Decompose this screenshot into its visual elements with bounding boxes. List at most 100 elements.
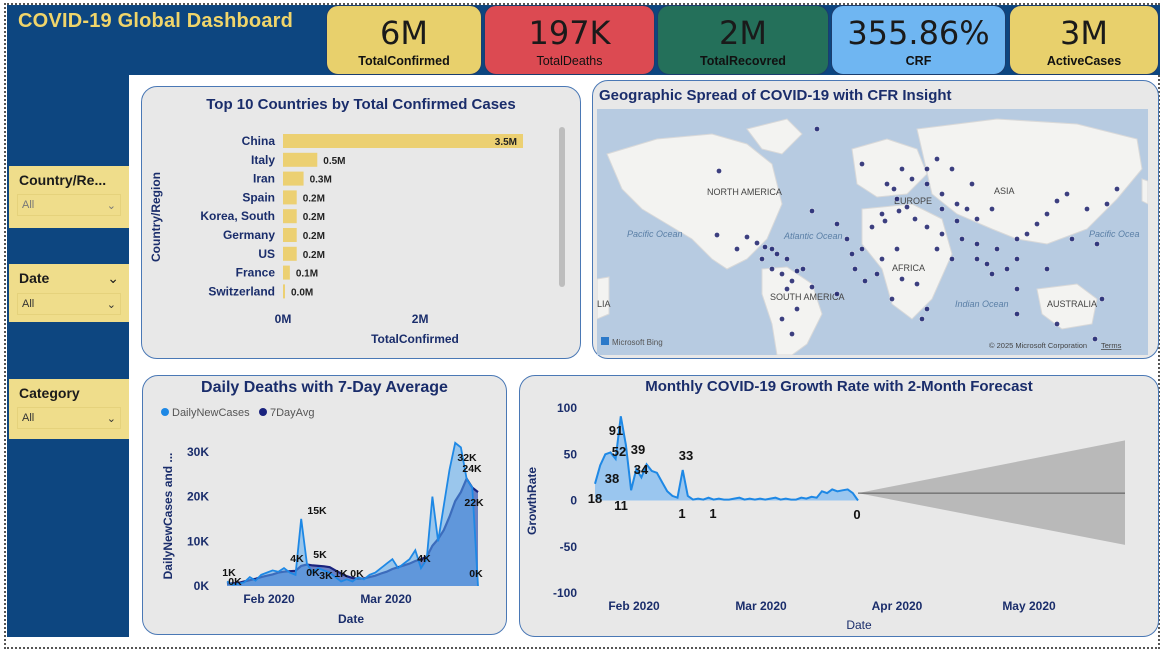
category-dropdown[interactable]: All ⌄ xyxy=(17,407,121,429)
map-marker[interactable] xyxy=(919,316,925,322)
map-marker[interactable] xyxy=(789,331,795,337)
map-marker[interactable] xyxy=(912,216,918,222)
map-marker[interactable] xyxy=(959,236,965,242)
map-marker[interactable] xyxy=(834,291,840,297)
map-marker[interactable] xyxy=(794,268,800,274)
bar[interactable] xyxy=(283,246,297,261)
map-marker[interactable] xyxy=(896,208,902,214)
map-marker[interactable] xyxy=(754,240,760,246)
map-marker[interactable] xyxy=(1044,211,1050,217)
map-marker[interactable] xyxy=(969,181,975,187)
map-marker[interactable] xyxy=(762,244,768,250)
bar[interactable] xyxy=(283,152,318,167)
map-marker[interactable] xyxy=(994,246,1000,252)
bar[interactable] xyxy=(283,209,297,224)
map-marker[interactable] xyxy=(879,211,885,217)
map-marker[interactable] xyxy=(1092,336,1098,342)
bar[interactable] xyxy=(283,134,523,148)
growth-series-line[interactable] xyxy=(594,416,859,502)
map-marker[interactable] xyxy=(924,181,930,187)
map-marker[interactable] xyxy=(894,246,900,252)
map-marker[interactable] xyxy=(769,246,775,252)
map-marker[interactable] xyxy=(1094,241,1100,247)
kpi-total-deaths[interactable]: 197K TotalDeaths xyxy=(484,5,655,75)
map-marker[interactable] xyxy=(789,278,795,284)
map-marker[interactable] xyxy=(939,231,945,237)
bar[interactable] xyxy=(283,228,297,242)
map-marker[interactable] xyxy=(714,232,720,238)
map-marker[interactable] xyxy=(984,261,990,267)
map-marker[interactable] xyxy=(964,206,970,212)
map-marker[interactable] xyxy=(1069,236,1075,242)
map-marker[interactable] xyxy=(924,224,930,230)
map-marker[interactable] xyxy=(891,186,897,192)
map-marker[interactable] xyxy=(859,246,865,252)
map-marker[interactable] xyxy=(974,256,980,262)
map-marker[interactable] xyxy=(939,191,945,197)
map-marker[interactable] xyxy=(899,276,905,282)
map-marker[interactable] xyxy=(939,206,945,212)
map-marker[interactable] xyxy=(779,271,785,277)
map-marker[interactable] xyxy=(1099,296,1105,302)
map-marker[interactable] xyxy=(800,266,806,272)
map-marker[interactable] xyxy=(834,221,840,227)
map-marker[interactable] xyxy=(949,166,955,172)
map-marker[interactable] xyxy=(949,256,955,262)
kpi-active-cases[interactable]: 3M ActiveCases xyxy=(1009,5,1159,75)
map-marker[interactable] xyxy=(852,266,858,272)
map-marker[interactable] xyxy=(954,201,960,207)
map-marker[interactable] xyxy=(1004,266,1010,272)
map-marker[interactable] xyxy=(909,176,915,182)
date-dropdown[interactable]: All ⌄ xyxy=(17,293,121,315)
bar[interactable] xyxy=(283,171,304,186)
country-dropdown[interactable]: All ⌄ xyxy=(17,194,121,216)
map-marker[interactable] xyxy=(1034,221,1040,227)
map-marker[interactable] xyxy=(914,281,920,287)
bar[interactable] xyxy=(283,265,290,280)
world-map[interactable]: NORTH AMERICA SOUTH AMERICA ASIA AFRICA EURO… xyxy=(597,109,1148,355)
map-marker[interactable] xyxy=(894,196,900,202)
map-marker[interactable] xyxy=(784,256,790,262)
map-marker[interactable] xyxy=(874,271,880,277)
map-marker[interactable] xyxy=(784,286,790,292)
map-marker[interactable] xyxy=(859,161,865,167)
map-marker[interactable] xyxy=(744,234,750,240)
scrollbar[interactable] xyxy=(559,127,565,287)
map-marker[interactable] xyxy=(716,168,722,174)
map-marker[interactable] xyxy=(1014,286,1020,292)
map-terms-link[interactable]: Terms xyxy=(1101,341,1122,350)
map-marker[interactable] xyxy=(734,246,740,252)
map-marker[interactable] xyxy=(989,206,995,212)
map-marker[interactable] xyxy=(809,208,815,214)
map-marker[interactable] xyxy=(974,216,980,222)
map-marker[interactable] xyxy=(1014,236,1020,242)
map-marker[interactable] xyxy=(1064,191,1070,197)
map-marker[interactable] xyxy=(809,284,815,290)
map-marker[interactable] xyxy=(884,181,890,187)
map-marker[interactable] xyxy=(989,271,995,277)
map-marker[interactable] xyxy=(759,256,765,262)
map-marker[interactable] xyxy=(769,266,775,272)
map-marker[interactable] xyxy=(924,166,930,172)
map-marker[interactable] xyxy=(1014,311,1020,317)
map-marker[interactable] xyxy=(862,278,868,284)
map-marker[interactable] xyxy=(1114,186,1120,192)
map-marker[interactable] xyxy=(882,218,888,224)
map-marker[interactable] xyxy=(1014,256,1020,262)
map-marker[interactable] xyxy=(924,306,930,312)
map-marker[interactable] xyxy=(814,126,820,132)
map-marker[interactable] xyxy=(1084,206,1090,212)
map-marker[interactable] xyxy=(899,166,905,172)
map-marker[interactable] xyxy=(879,256,885,262)
map-marker[interactable] xyxy=(904,204,910,210)
map-marker[interactable] xyxy=(954,218,960,224)
map-marker[interactable] xyxy=(1044,266,1050,272)
map-marker[interactable] xyxy=(889,296,895,302)
chevron-down-icon[interactable]: ⌄ xyxy=(107,270,119,286)
map-marker[interactable] xyxy=(849,251,855,257)
map-marker[interactable] xyxy=(1104,201,1110,207)
kpi-total-confirmed[interactable]: 6M TotalConfirmed xyxy=(326,5,482,75)
bar[interactable] xyxy=(283,190,297,205)
deaths-series-line[interactable] xyxy=(226,441,479,587)
map-marker[interactable] xyxy=(774,251,780,257)
